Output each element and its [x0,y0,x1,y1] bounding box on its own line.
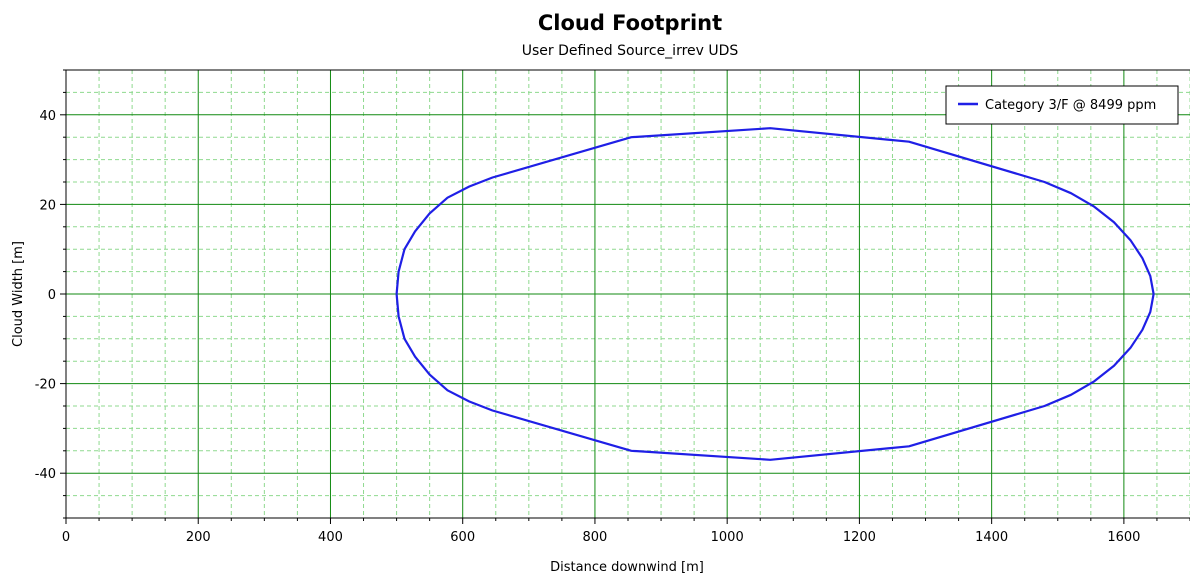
x-tick-label: 400 [318,530,343,545]
chart-subtitle: User Defined Source_irrev UDS [522,43,739,59]
x-axis-label: Distance downwind [m] [550,560,704,575]
legend: Category 3/F @ 8499 ppm [945,85,1179,125]
x-tick-label: 1600 [1107,530,1140,545]
x-tick-label: 1200 [843,530,876,545]
y-axis-label: Cloud Width [m] [11,241,26,347]
y-tick-label: 40 [39,109,56,124]
y-tick-label: -40 [35,467,56,482]
x-tick-label: 0 [62,530,70,545]
axes [60,69,1190,524]
x-tick-label: 1000 [711,530,744,545]
x-tick-label: 1400 [975,530,1008,545]
x-tick-label: 800 [583,530,608,545]
tick-labels: 0 200 400 600 800 1000 1200 1400 1600 -40 -20 0 20 40 [35,109,1141,545]
y-tick-label: -20 [35,378,56,393]
x-tick-label: 200 [186,530,211,545]
series-layer [395,127,1155,461]
series-line [395,127,1155,461]
major-grid [66,70,1190,518]
chart-title: Cloud Footprint [538,11,722,35]
y-tick-label: 20 [39,198,56,213]
legend-box [945,85,1179,125]
y-tick-label: 0 [48,288,56,303]
x-tick-label: 600 [450,530,475,545]
legend-entry: Category 3/F @ 8499 ppm [985,98,1156,113]
